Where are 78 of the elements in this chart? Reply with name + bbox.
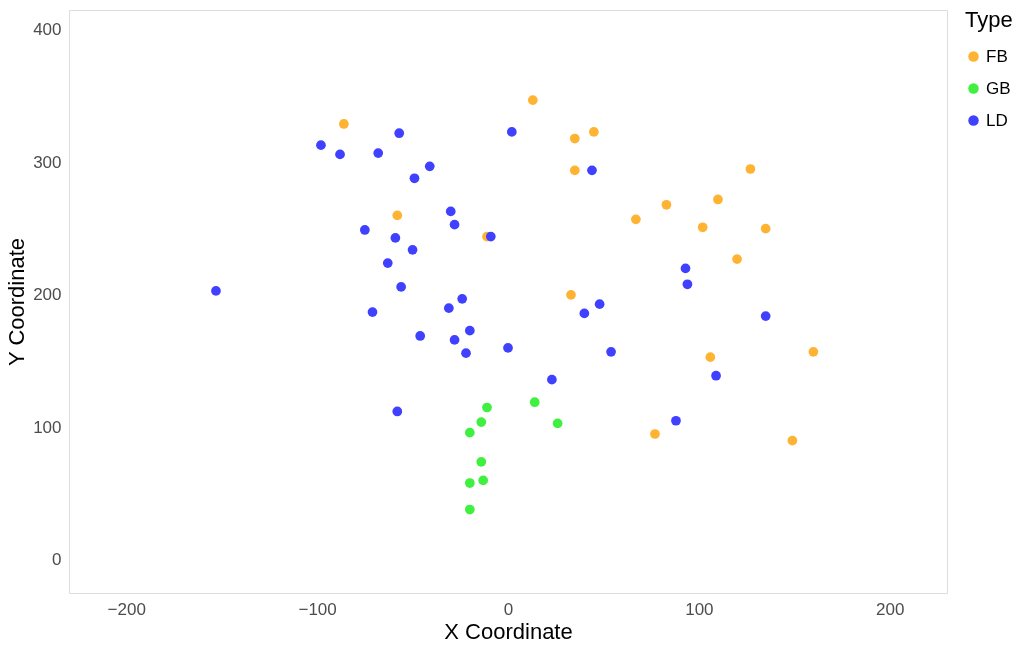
x-axis-title: X Coordinate <box>444 618 573 644</box>
legend-label: FB <box>986 46 1008 66</box>
point <box>359 225 370 235</box>
point <box>396 282 406 292</box>
point <box>445 206 456 217</box>
x-tick-label: 100 <box>685 599 714 619</box>
point <box>424 161 435 172</box>
point <box>503 343 513 353</box>
point <box>464 504 475 515</box>
x-tick-label: −100 <box>298 599 337 619</box>
point <box>485 231 496 242</box>
point <box>713 194 723 205</box>
y-axis-title: Y Coordinate <box>4 237 30 367</box>
point <box>808 346 819 357</box>
point <box>409 173 420 184</box>
point <box>407 244 418 255</box>
point <box>476 456 487 467</box>
point <box>449 335 460 345</box>
point <box>461 348 471 359</box>
point <box>606 346 616 357</box>
point <box>415 331 426 341</box>
point <box>382 258 393 268</box>
point <box>760 311 771 321</box>
point <box>476 417 487 427</box>
point <box>392 210 403 221</box>
point <box>506 127 517 137</box>
point <box>394 128 405 139</box>
point <box>464 325 475 336</box>
legend-label: GB <box>986 78 1011 98</box>
point <box>594 299 605 310</box>
point <box>760 223 771 234</box>
y-tick-label: 300 <box>33 152 62 172</box>
point <box>478 475 489 486</box>
point <box>482 402 492 413</box>
point <box>787 435 798 446</box>
point <box>449 219 460 230</box>
point <box>650 429 660 439</box>
point <box>566 290 576 300</box>
point <box>671 415 681 426</box>
point <box>552 418 563 429</box>
point <box>529 397 540 408</box>
point <box>373 148 384 158</box>
point <box>705 352 716 363</box>
y-tick-label: 200 <box>33 285 62 305</box>
point <box>443 303 454 313</box>
x-tick-label: 200 <box>876 599 905 619</box>
x-tick-label: −200 <box>107 599 146 619</box>
point <box>745 164 756 174</box>
y-tick-label: 400 <box>33 20 62 40</box>
legend-label: LD <box>986 110 1008 130</box>
point <box>367 307 378 317</box>
point <box>211 286 221 296</box>
point <box>569 133 580 144</box>
point <box>335 149 345 160</box>
y-tick-label: 0 <box>52 550 62 570</box>
point <box>547 374 557 385</box>
point <box>631 214 641 225</box>
point <box>579 308 590 319</box>
point <box>661 199 672 210</box>
point <box>527 95 538 105</box>
x-tick-label: 0 <box>503 599 514 619</box>
point <box>682 279 693 290</box>
point <box>569 165 580 176</box>
point <box>464 478 475 488</box>
point <box>338 119 349 129</box>
point <box>697 222 708 233</box>
legend-title: Type <box>965 7 1013 32</box>
point <box>587 165 597 176</box>
point <box>316 140 326 151</box>
y-tick-label: 100 <box>33 417 62 437</box>
point <box>392 406 403 417</box>
point <box>390 233 401 243</box>
point <box>732 254 742 264</box>
point <box>589 127 599 137</box>
point <box>457 293 468 304</box>
point <box>464 427 475 438</box>
point <box>711 370 721 381</box>
point <box>680 263 691 274</box>
